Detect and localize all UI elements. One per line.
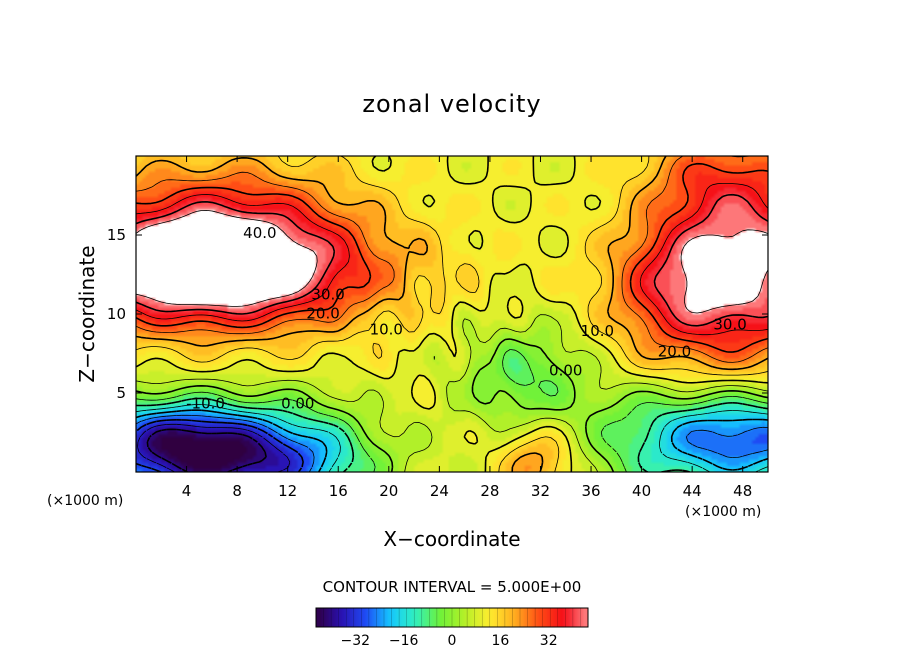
contour-label: -10.0 bbox=[186, 395, 225, 413]
contour-label: 0.00 bbox=[549, 361, 582, 379]
contour-line bbox=[136, 338, 768, 472]
contour-label: 40.0 bbox=[243, 224, 276, 242]
colorbar-tick-label: −32 bbox=[341, 633, 371, 649]
contour-label: 30.0 bbox=[311, 286, 344, 304]
colorbar: −32 −16 0 16 32 bbox=[315, 607, 589, 649]
contour-label: 10.0 bbox=[581, 322, 614, 340]
contour-line bbox=[136, 210, 768, 314]
x-tick-label: 48 bbox=[733, 482, 752, 500]
contour-lines bbox=[136, 156, 768, 472]
x-tick-label: 24 bbox=[430, 482, 449, 500]
colorbar-tick-label: −16 bbox=[389, 633, 419, 649]
x-tick-label: 12 bbox=[278, 482, 297, 500]
x-tick-label: 20 bbox=[379, 482, 398, 500]
contour-label: 10.0 bbox=[370, 320, 403, 338]
colorbar-tick-label: 0 bbox=[448, 633, 457, 649]
contour-line bbox=[136, 397, 768, 472]
contour-label: 30.0 bbox=[713, 316, 746, 334]
colorbar-ticks: −32 −16 0 16 32 bbox=[323, 608, 581, 649]
contour-line bbox=[136, 193, 768, 327]
y-axis-label: Z−coordinate bbox=[75, 245, 99, 382]
contour-line bbox=[136, 183, 768, 336]
x-units-right: (×1000 m) bbox=[685, 504, 761, 520]
x-tick-label: 4 bbox=[182, 482, 192, 500]
colorbar-tick-label: 16 bbox=[491, 633, 509, 649]
x-units-left: (×1000 m) bbox=[47, 493, 123, 509]
x-tick-label: 44 bbox=[683, 482, 702, 500]
contour-label: 0.00 bbox=[281, 395, 314, 413]
y-tick-label: 5 bbox=[116, 384, 126, 402]
x-axis: 4 8 12 16 20 24 28 32 36 40 44 48 bbox=[182, 156, 752, 500]
contour-line bbox=[136, 414, 768, 472]
x-tick-label: 32 bbox=[531, 482, 550, 500]
x-tick-label: 28 bbox=[480, 482, 499, 500]
x-tick-label: 8 bbox=[232, 482, 242, 500]
contour-line bbox=[146, 428, 267, 472]
x-tick-label: 16 bbox=[329, 482, 348, 500]
contour-line bbox=[136, 156, 768, 472]
contour-interval-note: CONTOUR INTERVAL = 5.000E+00 bbox=[323, 578, 582, 596]
contour-line bbox=[136, 162, 768, 353]
contour-label: 20.0 bbox=[658, 342, 691, 360]
contour-line bbox=[136, 409, 768, 472]
contour-line bbox=[136, 404, 768, 472]
plot-area: 40.030.020.010.0 10.020.030.00.000.00-10.… bbox=[135, 155, 769, 473]
y-tick-label: 15 bbox=[107, 226, 126, 244]
chart-title: zonal velocity bbox=[362, 90, 541, 118]
y-axis: 5 10 15 bbox=[107, 226, 768, 402]
x-axis-label: X−coordinate bbox=[383, 527, 520, 551]
contour-line bbox=[136, 156, 768, 472]
colorbar-tick-label: 32 bbox=[540, 633, 558, 649]
x-tick-label: 36 bbox=[581, 482, 600, 500]
contour-line bbox=[136, 349, 768, 472]
contour-labels: 40.030.020.010.0 10.020.030.00.000.00-10.… bbox=[186, 224, 747, 413]
contour-line bbox=[136, 156, 768, 363]
contour-line bbox=[136, 156, 768, 472]
contour-line bbox=[136, 419, 304, 472]
y-tick-label: 10 bbox=[107, 305, 126, 323]
x-tick-label: 40 bbox=[632, 482, 651, 500]
contour-label: 20.0 bbox=[306, 305, 339, 323]
contour-line bbox=[136, 314, 768, 472]
